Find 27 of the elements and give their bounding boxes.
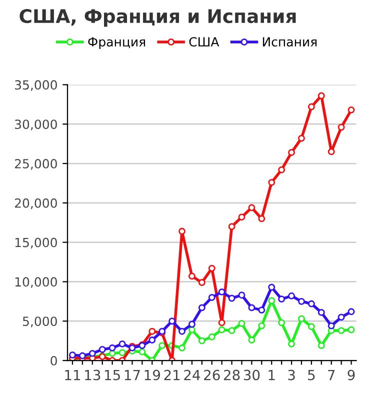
x-tick-label: 30 [244, 370, 260, 380]
x-tick-label: 28 [224, 370, 240, 380]
y-tick-label: 25,000 [14, 158, 57, 170]
legend-label: Испания [262, 37, 317, 47]
x-tick-label: 15 [104, 370, 120, 380]
x-tick-label: 11 [65, 370, 80, 380]
x-tick-label: 7 [328, 370, 335, 380]
y-tick-label: 10,000 [15, 277, 57, 288]
chart-title: США, Франция и Испания [20, 8, 296, 27]
y-tick-label: 15,000 [15, 238, 57, 249]
x-tick-label: 5 [308, 370, 315, 380]
y-tick-label: 5,000 [22, 316, 57, 328]
y-tick-label: 30,000 [14, 120, 57, 130]
x-tick-label: 13 [85, 370, 100, 380]
x-tick-label: 24 [184, 370, 200, 380]
x-tick-label: 17 [124, 370, 140, 380]
legend-label: США [189, 37, 220, 47]
y-tick-label: 0 [50, 356, 57, 366]
legend-label: Франция [88, 37, 146, 49]
x-tick-label: 9 [348, 370, 355, 380]
x-tick-label: 26 [204, 370, 220, 380]
x-tick-label: 21 [164, 370, 180, 380]
x-tick-label: 19 [144, 370, 160, 380]
y-tick-label: 35,000 [14, 80, 57, 91]
x-tick-label: 3 [288, 370, 295, 380]
y-tick-label: 20,000 [14, 198, 57, 210]
x-tick-label: 1 [268, 370, 275, 380]
